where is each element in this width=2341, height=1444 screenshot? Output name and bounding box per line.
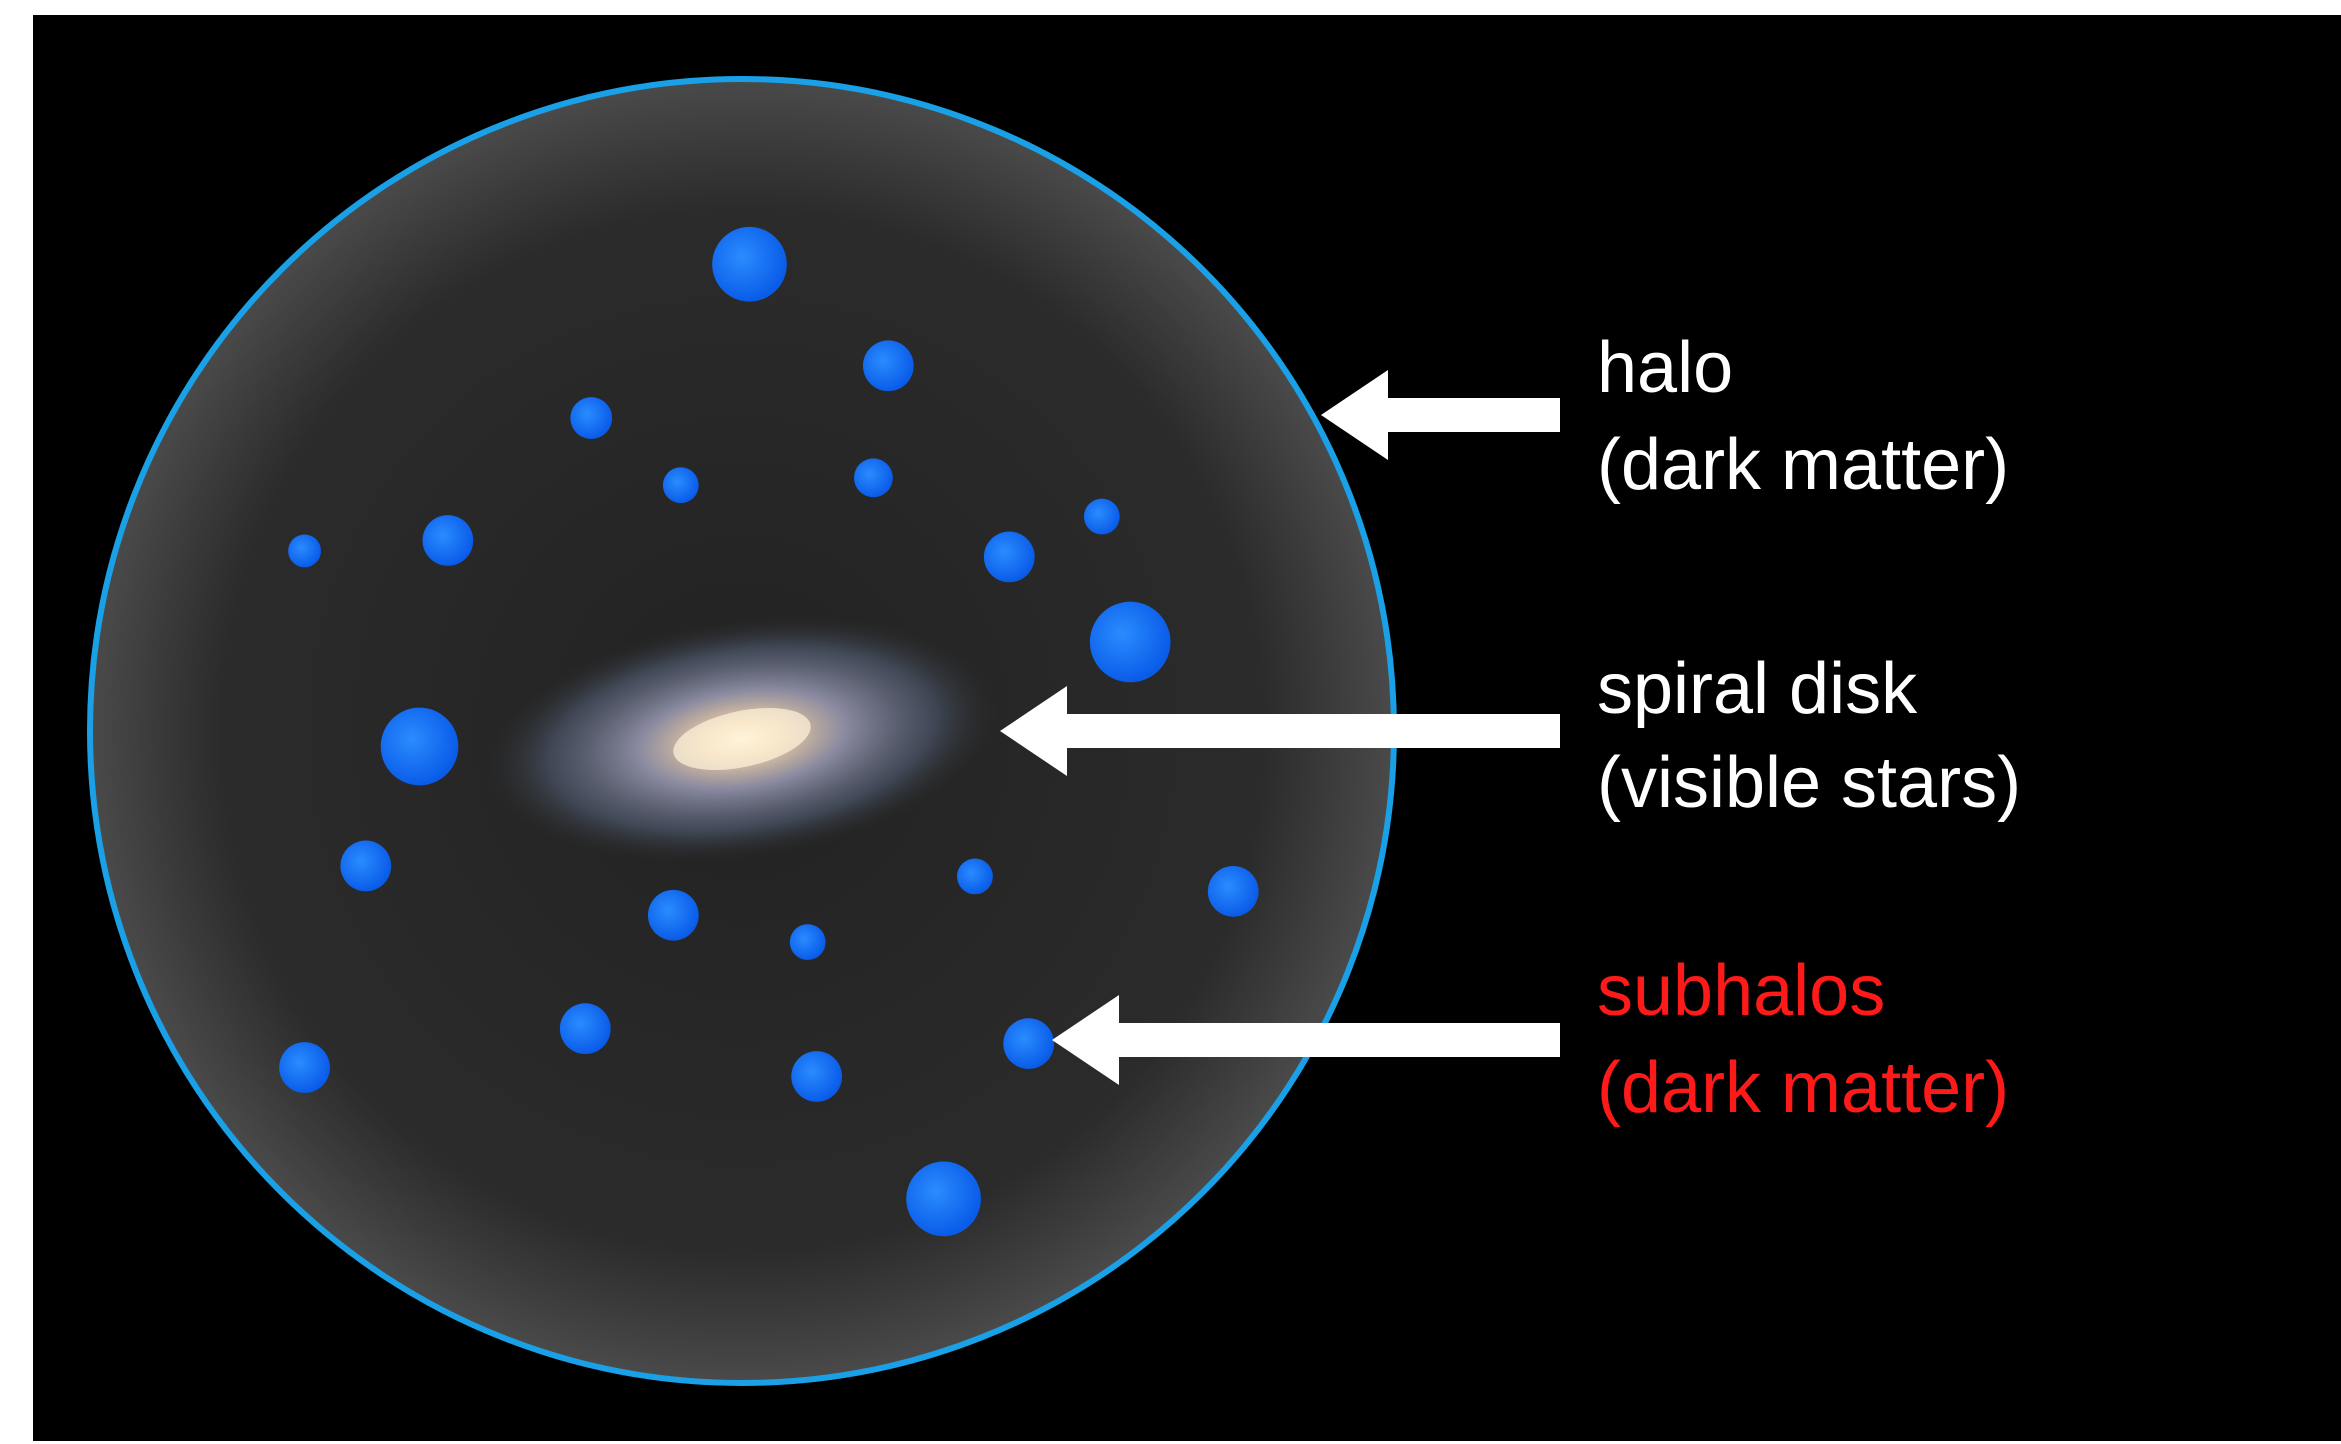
arrow: [1052, 995, 1560, 1085]
subhalo: [279, 1042, 330, 1093]
subhalo: [1207, 865, 1259, 917]
galaxy-core: [673, 707, 811, 771]
subhalo: [340, 840, 392, 892]
subhalo: [559, 1003, 611, 1055]
subhalo: [712, 226, 787, 302]
subhalo: [906, 1161, 981, 1237]
subhalo: [288, 534, 321, 568]
label-subtitle: (dark matter): [1597, 1048, 2009, 1128]
label-title: halo: [1597, 328, 1733, 408]
label-subtitle: (visible stars): [1597, 743, 2021, 823]
subhalo: [853, 458, 893, 498]
subhalo: [647, 889, 699, 941]
arrow: [1321, 370, 1560, 460]
subhalo: [380, 707, 459, 786]
subhalo: [791, 1051, 843, 1102]
label-title: spiral disk: [1597, 649, 1918, 729]
subhalo: [1083, 498, 1120, 535]
subhalo: [957, 858, 993, 895]
subhalo: [570, 397, 613, 439]
label-title: subhalos: [1597, 951, 1885, 1031]
subhalo: [1089, 601, 1171, 683]
subhalo: [983, 531, 1035, 583]
subhalo-dots: [279, 226, 1259, 1237]
subhalo: [662, 467, 699, 504]
label-subtitle: (dark matter): [1597, 425, 2009, 505]
subhalo: [1003, 1018, 1055, 1069]
subhalo: [789, 924, 826, 960]
subhalo: [422, 515, 474, 566]
subhalo: [862, 340, 914, 392]
arrow: [1000, 686, 1560, 776]
